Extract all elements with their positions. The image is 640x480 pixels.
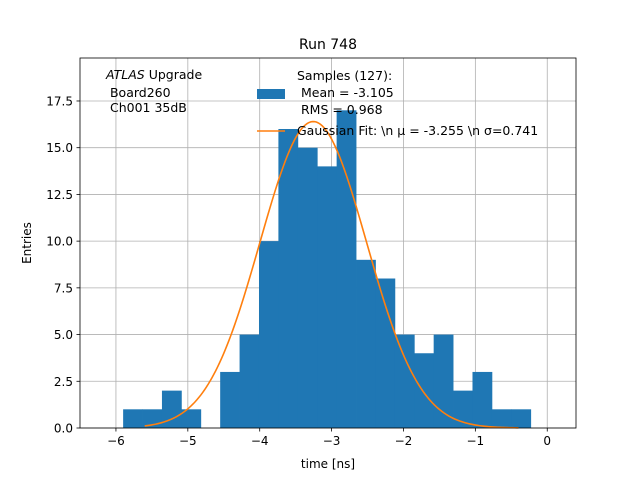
- x-tick-label: −1: [467, 434, 485, 448]
- histogram-bar: [511, 409, 532, 428]
- histogram-bar: [297, 147, 318, 429]
- y-axis-label: Entries: [20, 222, 34, 264]
- histogram-bar: [220, 371, 240, 428]
- gaussian-fit: [144, 120, 519, 429]
- legend-histogram-patch: [257, 89, 285, 99]
- gaussian-fit-curve: [144, 120, 519, 429]
- legend-samples-line-1: Samples (127):: [297, 68, 392, 83]
- histogram-bar: [161, 390, 182, 428]
- x-tick-label: −4: [251, 434, 269, 448]
- plot-frame: [79, 57, 577, 429]
- x-tick-label: −2: [395, 434, 413, 448]
- legend: Samples (127): Mean = -3.105 RMS = 0.968…: [257, 68, 538, 138]
- histogram-bar: [123, 409, 143, 428]
- histogram-bar: [433, 334, 454, 428]
- histogram-bar: [239, 334, 260, 428]
- histogram-bars: [123, 110, 532, 429]
- axis-ticks: −6 −5 −4 −3 −2 −1 0 0.0 2.5 5.0 7.5 10.0 12.5 15.0 17.…: [46, 94, 551, 448]
- histogram-bar: [278, 129, 299, 428]
- y-tick-label: 5.0: [54, 328, 73, 342]
- x-tick-label: −6: [107, 434, 125, 448]
- histogram-bar: [258, 241, 279, 428]
- atlas-annotation: ATLAS Upgrade Board260 Ch001 35dB: [105, 67, 202, 115]
- histogram-bar: [356, 259, 376, 428]
- board-label: Board260: [106, 85, 171, 100]
- x-axis-label: time [ns]: [301, 457, 355, 471]
- y-tick-label: 15.0: [46, 141, 73, 155]
- legend-samples-line-3: RMS = 0.968: [297, 102, 383, 117]
- atlas-label: ATLAS Upgrade: [105, 67, 202, 82]
- channel-label: Ch001 35dB: [106, 100, 187, 115]
- y-tick-label: 10.0: [46, 235, 73, 249]
- y-tick-label: 7.5: [54, 281, 73, 295]
- histogram-bar: [375, 278, 396, 428]
- legend-samples-line-2: Mean = -3.105: [297, 85, 394, 100]
- histogram-bar: [414, 353, 435, 428]
- y-tick-label: 12.5: [46, 188, 73, 202]
- y-tick-label: 17.5: [46, 94, 73, 108]
- y-tick-label: 2.5: [54, 375, 73, 389]
- histogram-bar: [491, 409, 512, 428]
- histogram-bar: [317, 166, 338, 428]
- y-tick-label: 0.0: [54, 422, 73, 436]
- x-tick-label: 0: [543, 434, 551, 448]
- legend-fit-label: Gaussian Fit: \n μ = -3.255 \n σ=0.741: [297, 123, 538, 138]
- chart-title: Run 748: [299, 37, 357, 53]
- histogram-bar: [181, 409, 202, 428]
- histogram-bar: [453, 390, 473, 428]
- histogram-bar: [472, 371, 493, 428]
- x-tick-label: −3: [323, 434, 341, 448]
- histogram-bar: [394, 334, 415, 428]
- x-tick-label: −5: [179, 434, 197, 448]
